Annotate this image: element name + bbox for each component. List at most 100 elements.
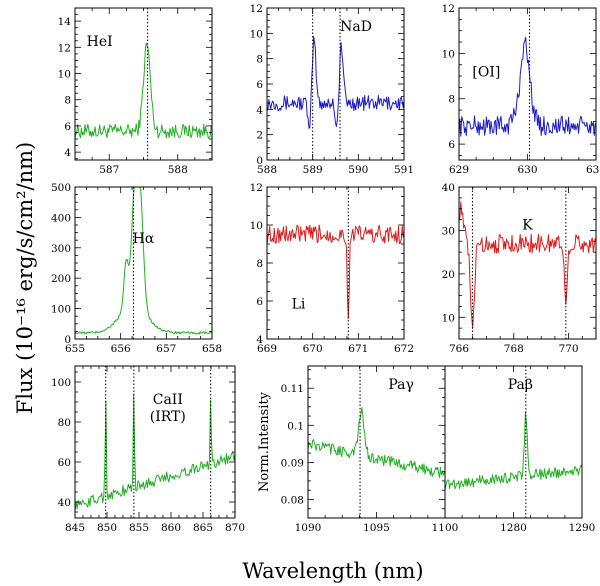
plot-frame-li [266,186,405,340]
x-tick-label-li: 672 [394,343,414,355]
spectrum-line-oi [458,36,597,137]
x-tick-label-pag: 1095 [363,522,390,534]
x-tick-label-li: 671 [348,343,368,355]
y-tick-label-k: 40 [442,182,455,194]
panel-label-k: K [522,218,533,234]
plot-frame-nad [266,7,405,161]
spectrum-line-k [458,201,597,329]
panel-hei: 587 588 4 6 8 10 12 14 HeI [58,7,213,176]
x-tick-label-k: 770 [559,343,579,355]
x-tick-label-ca: 870 [225,522,245,534]
x-tick-label-li: 670 [303,343,323,355]
x-tick-label-ha: 657 [156,343,176,355]
panel-label-nad: NaD [340,19,372,35]
x-tick-label-oi: 629 [449,164,469,176]
y-tick-label-li: 6 [256,296,263,308]
y-tick-label-ca: 80 [58,417,71,429]
y-tick-label-nad: 2 [256,130,263,142]
y-tick-label-k: 20 [442,269,455,281]
y-tick-label-pag: 0.09 [281,457,304,469]
x-tick-label-ca: 850 [97,522,117,534]
x-tick-label-pab: 1290 [569,522,596,534]
y-tick-label-hei: 4 [64,147,71,159]
y-tick-label-hei: 10 [58,69,71,81]
x-tick-label-ca: 855 [129,522,149,534]
plot-frame-k [458,186,597,340]
panel-ylabel-pag: Norm.Intensity [257,391,272,492]
y-tick-label-li: 8 [256,258,263,270]
panel-label-ha: Hα [133,231,155,247]
y-tick-label-nad: 4 [256,104,263,116]
panel-label-ca: CaII [153,392,183,408]
y-tick-label-oi: 12 [442,3,455,15]
x-tick-label-k: 768 [504,343,524,355]
y-tick-label-ha: 100 [51,304,71,316]
y-tick-label-pag: 0.11 [281,383,304,395]
y-tick-label-nad: 8 [256,54,263,66]
x-tick-label-k: 766 [449,343,469,355]
panel-nad: 588 589 590 591 0 2 4 6 8 10 12 NaD [250,3,414,176]
spectrum-line-hei [74,42,213,139]
y-tick-label-nad: 0 [256,155,263,167]
spectrum-line-pab [444,411,583,491]
plot-frame-oi [458,7,597,161]
x-tick-label-nad: 589 [303,164,323,176]
y-tick-label-ha: 400 [51,212,71,224]
x-tick-label-hei: 588 [168,164,188,176]
panel-li: 669 670 671 672 4 6 8 10 12 Li [250,182,414,355]
x-tick-label-oi: 631 [586,164,600,176]
y-tick-label-ha: 0 [64,334,71,346]
panel-pab: 1280 1290 Paβ [444,365,596,534]
y-tick-label-oi: 6 [448,139,455,151]
panel-label-pab: Paβ [508,377,533,393]
spectrum-line-ca [74,393,236,512]
figure-xlabel: Wavelength (nm) [242,559,423,583]
panel-label-pag: Paγ [388,377,414,393]
y-tick-label-hei: 12 [58,42,71,54]
figure-ylabel: Flux (10⁻¹⁶ erg/s/cm²/nm) [13,142,37,414]
spectrum-line-li [266,224,405,320]
x-tick-label-pab: 1280 [500,522,527,534]
panel-pag: 1090 1095 1100 0.08 0.09 0.1 0.11 Paγ Norm.Inten… [257,365,459,534]
plot-frame-ha [74,186,213,340]
y-tick-label-nad: 12 [250,3,263,15]
panel-label-oi: [OI] [472,64,500,80]
y-tick-label-li: 4 [256,334,263,346]
y-tick-label-hei: 8 [64,95,71,107]
y-tick-label-ha: 500 [51,182,71,194]
y-tick-label-k: 30 [442,225,455,237]
x-tick-label-ca: 845 [65,522,85,534]
x-tick-label-ha: 655 [65,343,85,355]
x-tick-label-pag: 1100 [432,522,459,534]
spectrum-line-pag [307,407,446,478]
spectrum-line-ha [74,186,213,335]
panel-label2-ca: (IRT) [150,409,186,425]
y-tick-label-ca: 60 [58,457,71,469]
spectrum-line-nad [266,36,405,129]
x-tick-label-ha: 656 [111,343,131,355]
plot-frame-ca [74,365,236,519]
plot-frame-pag [307,365,446,519]
x-tick-label-ca: 860 [161,522,181,534]
x-tick-label-oi: 630 [517,164,537,176]
y-tick-label-oi: 8 [448,94,455,106]
x-tick-label-nad: 591 [394,164,414,176]
panel-oi: 629 630 631 6 8 10 12 [OI] [442,3,600,176]
panel-label-hei: HeI [87,34,113,50]
panel-ca: 845 850 855 860 865 870 40 60 80 100 CaII(IRT) [51,365,245,534]
y-tick-label-ha: 300 [51,243,71,255]
y-tick-label-nad: 6 [256,79,263,91]
y-tick-label-ha: 200 [51,273,71,285]
y-tick-label-hei: 6 [64,121,71,133]
y-tick-label-li: 10 [250,220,263,232]
panel-ha: 655 656 657 658 0 100 200 300 400 500 Hα [51,182,222,355]
x-tick-label-li: 669 [257,343,277,355]
y-tick-label-k: 10 [442,312,455,324]
y-tick-label-li: 12 [250,182,263,194]
y-tick-label-oi: 10 [442,48,455,60]
panel-label-li: Li [292,297,306,313]
x-tick-label-hei: 587 [99,164,119,176]
x-tick-label-pag: 1090 [295,522,322,534]
y-tick-label-pag: 0.08 [281,494,304,506]
